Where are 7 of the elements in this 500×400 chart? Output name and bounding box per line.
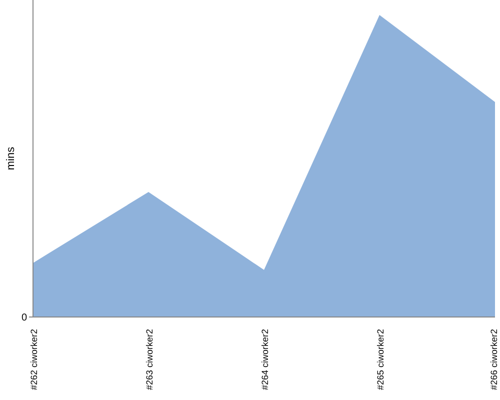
x-tick-label: #264 ciworker2 — [260, 329, 270, 390]
text: 0 — [21, 312, 28, 324]
x-tick-label: #263 ciworker2 — [144, 329, 154, 390]
x-tick-label: #266 ciworker2 — [489, 329, 499, 390]
y-axis-title: mins — [5, 146, 17, 170]
x-tick-label: #262 ciworker2 — [29, 329, 39, 390]
x-tick-label: #265 ciworker2 — [376, 329, 386, 390]
